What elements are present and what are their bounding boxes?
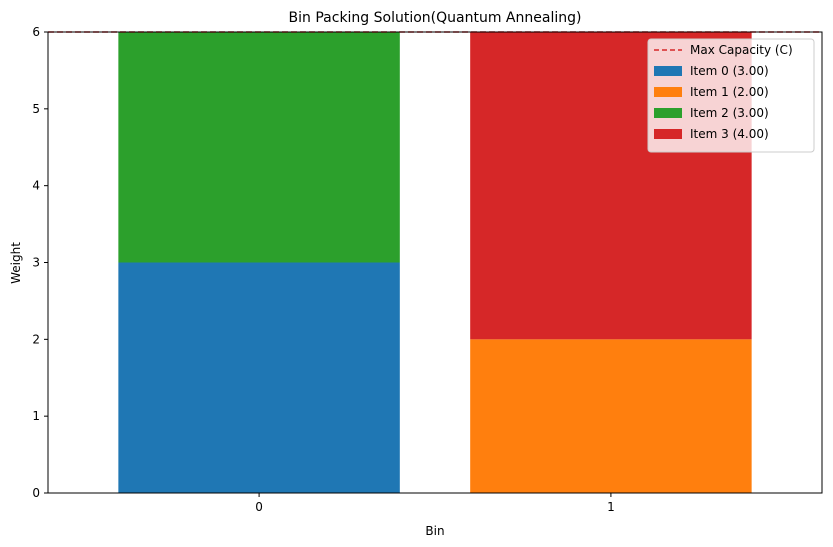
y-tick-label-4: 4 [32, 179, 40, 193]
x-axis-label: Bin [425, 524, 444, 538]
legend-label-1: Item 0 (3.00) [690, 64, 769, 78]
bar-series-0-bin-0 [118, 262, 400, 493]
y-tick-label-1: 1 [32, 409, 40, 423]
x-tick-label-1: 1 [607, 500, 615, 514]
legend: Max Capacity (C) Item 0 (3.00) Item 1 (2.0… [647, 38, 815, 153]
legend-swatch-4 [654, 129, 682, 139]
x-tick-label-0: 0 [255, 500, 263, 514]
y-tick-label-3: 3 [32, 256, 40, 270]
y-tick-label-5: 5 [32, 102, 40, 116]
legend-box [647, 38, 815, 153]
bar-series-1-bin-1 [470, 339, 752, 493]
legend-label-4: Item 3 (4.00) [690, 127, 769, 141]
legend-swatch-3 [654, 108, 682, 118]
legend-label-2: Item 1 (2.00) [690, 85, 769, 99]
y-tick-label-2: 2 [32, 332, 40, 346]
legend-label-3: Item 2 (3.00) [690, 106, 769, 120]
bar-series-2-bin-0 [118, 32, 400, 263]
y-tick-label-0: 0 [32, 486, 40, 500]
legend-label-0: Max Capacity (C) [690, 43, 793, 57]
chart-title: Bin Packing Solution(Quantum Annealing) [289, 10, 582, 26]
legend-swatch-2 [654, 87, 682, 97]
legend-swatch-1 [654, 66, 682, 76]
y-tick-label-6: 6 [32, 25, 40, 39]
y-axis-label: Weight [9, 242, 23, 284]
